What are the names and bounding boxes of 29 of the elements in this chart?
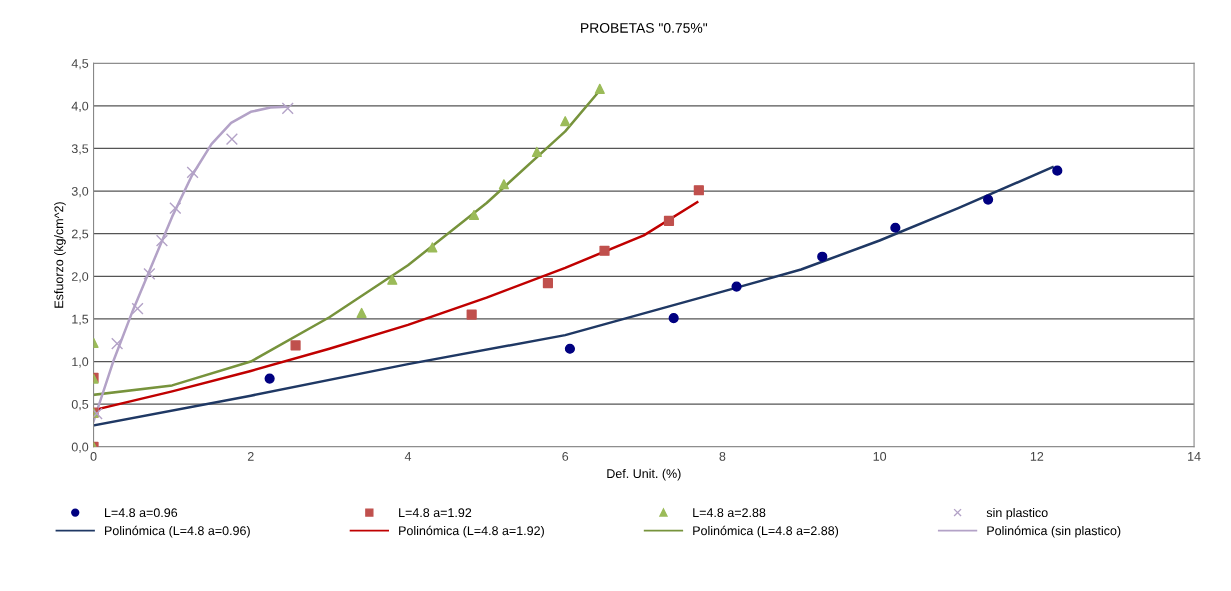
x-tick-label: 0 xyxy=(90,451,97,461)
legend-label: sin plastico xyxy=(986,507,1048,520)
x-tick-label: 6 xyxy=(562,451,569,461)
y-tick-label: 0,0 xyxy=(71,442,89,453)
y-tick-label: 3,0 xyxy=(71,186,89,198)
y-tick-label: 0,5 xyxy=(71,399,89,411)
legend-label: L=4.8 a=1.92 xyxy=(399,508,472,518)
legend-label: L=4.8 a=0.96 xyxy=(105,508,178,518)
y-tick-label: 2,0 xyxy=(71,272,89,283)
y-tick-label: 1,0 xyxy=(72,357,89,368)
y-tick-label: 2,5 xyxy=(71,229,89,240)
x-tick-label: 10 xyxy=(873,451,887,461)
legend-label: Polinómica (L=4.8 a=2.88) xyxy=(693,525,839,538)
x-tick-label: 8 xyxy=(719,451,726,461)
y-tick-label: 4,0 xyxy=(71,101,89,112)
legend-label: Polinómica (L=4.8 a=0.96) xyxy=(105,525,250,538)
y-tick-label: 1,5 xyxy=(72,314,89,326)
legend-label: L=4.8 a=2.88 xyxy=(693,508,766,518)
legend-label: Polinómica (L=4.8 a=1.92) xyxy=(399,525,544,538)
chart-title: PROBETAS "0.75%" xyxy=(581,22,708,33)
x-tick-label: 4 xyxy=(404,452,412,461)
y-tick-label: 3,5 xyxy=(71,144,89,155)
y-tick-label: 4,5 xyxy=(71,59,89,70)
legend-label: Polinómica (sin plastico) xyxy=(987,525,1121,538)
x-axis-title: Def. Unit. (%) xyxy=(607,468,681,481)
x-tick-label: 14 xyxy=(1188,452,1201,461)
y-axis-title: Esfuorzo (kg/cm^2) xyxy=(54,202,66,308)
x-tick-label: 12 xyxy=(1030,451,1044,461)
x-tick-label: 2 xyxy=(247,451,254,461)
